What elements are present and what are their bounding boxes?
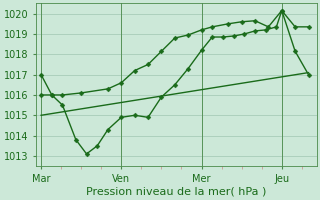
X-axis label: Pression niveau de la mer( hPa ): Pression niveau de la mer( hPa ) [86, 187, 266, 197]
